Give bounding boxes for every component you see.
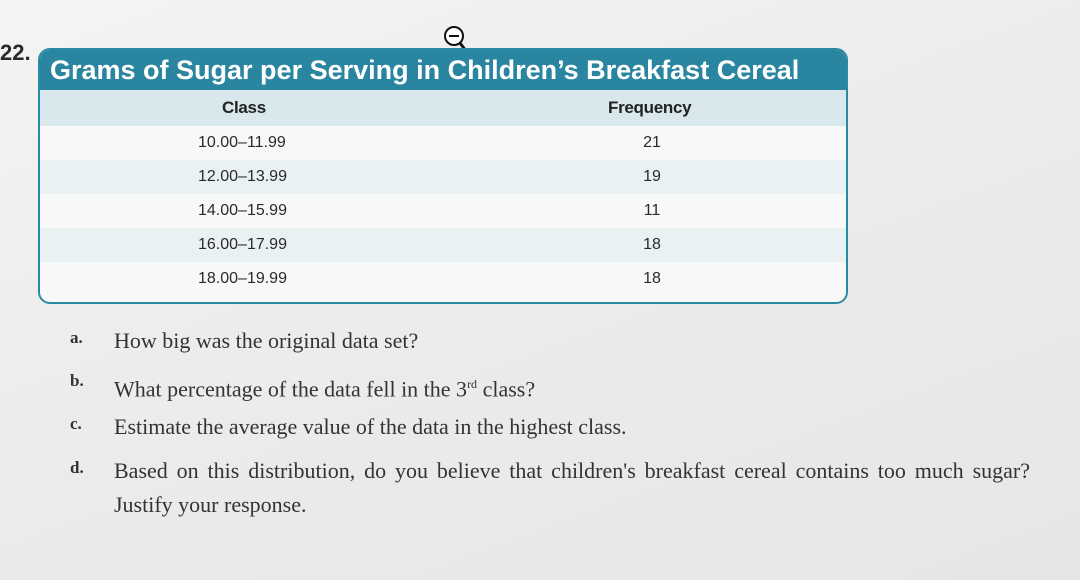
ordinal-suffix: rd xyxy=(467,377,478,391)
column-header-frequency: Frequency xyxy=(608,98,692,117)
table-header-row: Class Frequency xyxy=(40,90,846,126)
table-row: 16.00–17.99 18 xyxy=(40,228,846,262)
class-cell: 12.00–13.99 xyxy=(198,168,287,185)
question-text: Estimate the average value of the data i… xyxy=(114,414,627,439)
class-cell: 16.00–17.99 xyxy=(198,236,287,253)
question-letter: b. xyxy=(70,371,84,390)
column-header-class: Class xyxy=(222,98,266,117)
frequency-cell: 18 xyxy=(643,236,661,253)
table-row: 10.00–11.99 21 xyxy=(40,126,846,160)
table-row: 14.00–15.99 11 xyxy=(40,194,846,228)
table-row: 18.00–19.99 18 xyxy=(40,262,846,296)
question-letter: c. xyxy=(70,414,82,433)
frequency-table: Grams of Sugar per Serving in Children’s… xyxy=(38,48,848,304)
zoom-out-cursor-icon xyxy=(444,26,468,52)
class-cell: 18.00–19.99 xyxy=(198,270,287,287)
frequency-cell: 21 xyxy=(643,134,661,151)
question-text-part: What percentage of the data fell in the … xyxy=(114,376,468,402)
class-cell: 14.00–15.99 xyxy=(198,202,287,219)
question-letter: a. xyxy=(70,328,83,347)
frequency-cell: 18 xyxy=(643,270,661,287)
frequency-cell: 11 xyxy=(643,202,661,219)
problem-number: 22. xyxy=(0,40,31,65)
question-text: Based on this distribution, do you belie… xyxy=(114,458,1030,517)
table-title: Grams of Sugar per Serving in Children’s… xyxy=(40,50,846,90)
table-row: 12.00–13.99 19 xyxy=(40,160,846,194)
question-text: What percentage of the data fell in the … xyxy=(114,367,1030,406)
question-text: How big was the original data set? xyxy=(114,328,419,353)
question-text-part: class? xyxy=(477,376,536,402)
question-letter: d. xyxy=(70,458,84,477)
frequency-cell: 19 xyxy=(643,168,661,185)
class-cell: 10.00–11.99 xyxy=(198,134,286,151)
